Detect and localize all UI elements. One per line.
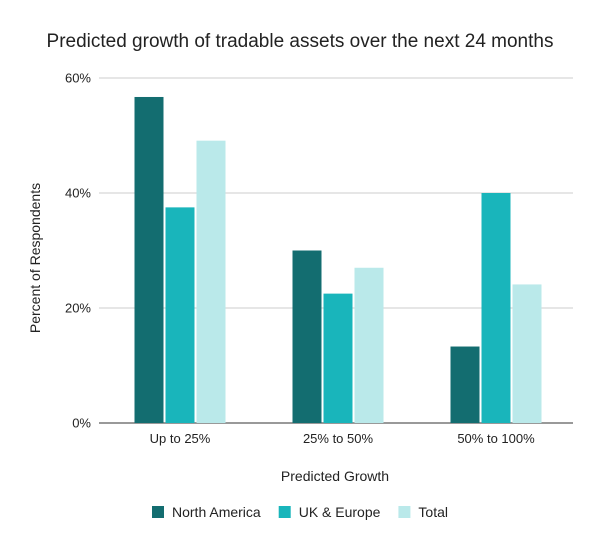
bar-north-america-0 — [134, 96, 164, 423]
y-tick-label: 60% — [65, 71, 91, 86]
y-axis-title: Percent of Respondents — [27, 183, 43, 333]
x-tick-label: 50% to 100% — [457, 431, 535, 446]
bars — [134, 96, 542, 424]
legend-item: North America — [152, 504, 261, 520]
legend-item: UK & Europe — [278, 504, 381, 520]
legend-swatch — [152, 506, 164, 518]
legend-item: Total — [398, 504, 448, 520]
bar-north-america-1 — [292, 250, 322, 423]
y-tick-label: 0% — [72, 416, 91, 431]
bar-total-0 — [196, 140, 226, 424]
legend-label: UK & Europe — [299, 504, 381, 520]
bar-total-1 — [354, 267, 384, 423]
y-tick-label: 20% — [65, 301, 91, 316]
legend: North America UK & Europe Total — [152, 504, 448, 520]
x-tick-label: Up to 25% — [150, 431, 211, 446]
x-axis-title: Predicted Growth — [281, 468, 389, 484]
bar-uk-europe-0 — [165, 207, 195, 423]
legend-label: Total — [418, 504, 448, 520]
legend-swatch — [398, 506, 411, 518]
bar-uk-europe-2 — [481, 193, 511, 423]
legend-swatch — [278, 506, 291, 518]
bar-total-2 — [512, 284, 542, 423]
chart-title: Predicted growth of tradable assets over… — [47, 31, 554, 52]
x-tick-label: 25% to 50% — [303, 431, 374, 446]
bar-north-america-2 — [450, 346, 480, 423]
y-axis-ticks: 0% 20% 40% 60% — [65, 71, 91, 431]
legend-label: North America — [172, 504, 261, 520]
x-axis-ticks: Up to 25% 25% to 50% 50% to 100% — [150, 431, 535, 446]
y-tick-label: 40% — [65, 186, 91, 201]
bar-uk-europe-1 — [323, 293, 353, 423]
